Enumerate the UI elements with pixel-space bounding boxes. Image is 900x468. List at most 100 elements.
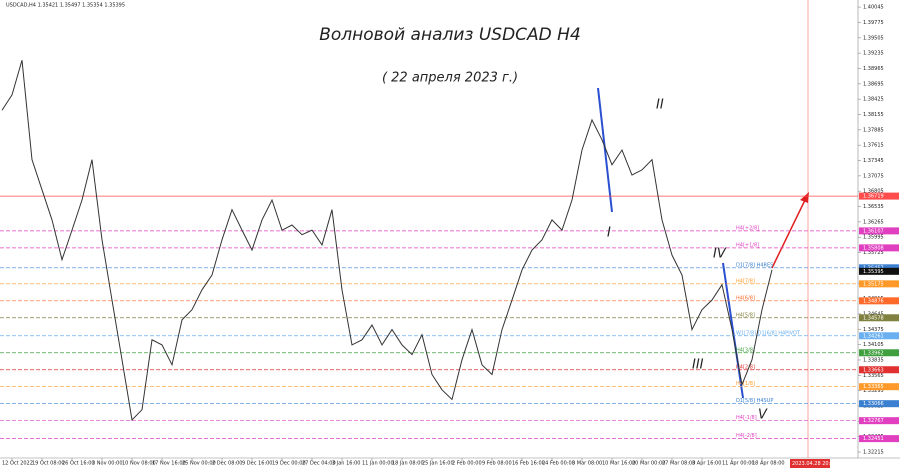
level-price: 1.32767 [863, 418, 884, 424]
level-name: H4[5/8] [736, 312, 755, 318]
chart-subtitle: ( 22 апреля 2023 г.) [382, 71, 518, 86]
future-time: 2023.04.28 20:00 [792, 461, 837, 467]
current-price: 1.35395 [863, 269, 884, 275]
symbol-info: USDCAD,H4 1.35421 1.35497 1.35354 1.3539… [6, 3, 125, 9]
level-price: 1.33663 [863, 367, 884, 373]
level-name: W1[7/8] D1[6/8] H4PIVOT [736, 330, 801, 336]
x-tick-label: 26 Oct 16:00 [62, 461, 95, 467]
x-tick-label: 18 Apr 08:00 [752, 461, 785, 467]
x-tick-label: 2 Feb 00:00 [452, 461, 482, 467]
y-tick-label: 1.38425 [863, 97, 884, 103]
wave-label: V [758, 408, 768, 423]
y-tick-label: 1.38965 [863, 66, 884, 72]
level-price-box [859, 366, 899, 374]
level-name: H4[1/8] [736, 381, 755, 387]
level-price: 1.33365 [863, 384, 884, 390]
x-tick-label: 17 Nov 16:00 [152, 461, 186, 467]
wave-label: I [607, 226, 611, 241]
level-price-box [859, 297, 899, 305]
arrow-head [800, 192, 809, 203]
wave-line [597, 87, 613, 213]
y-tick-label: 1.33295 [863, 388, 884, 394]
x-tick-label: 11 Jan 00:00 [362, 461, 394, 467]
wave-label: II [656, 98, 664, 113]
x-tick-label: 3 Apr 16:00 [692, 461, 721, 467]
level-price: 1.33066 [863, 401, 884, 407]
level-name: H4[2/8] [736, 364, 755, 370]
y-tick-label: 1.39235 [863, 51, 884, 57]
y-tick-label: 1.36535 [863, 204, 884, 210]
level-name: D1[5/8] H4SUP [736, 398, 773, 404]
level-price-box [859, 280, 899, 288]
level-price: 1.36719 [863, 194, 884, 200]
x-tick-label: 19 Oct 08:00 [32, 461, 65, 467]
x-tick-label: 19 Dec 00:00 [272, 461, 306, 467]
y-tick-label: 1.33835 [863, 357, 884, 363]
level-price: 1.34876 [863, 298, 884, 304]
x-tick-label: 24 Feb 00:00 [542, 461, 575, 467]
wave-label: IV [713, 247, 727, 262]
level-price: 1.34261 [863, 333, 884, 339]
level-price-box [859, 244, 899, 252]
y-tick-label: 1.38695 [863, 81, 884, 87]
y-tick-label: 1.35995 [863, 235, 884, 241]
y-tick-label: 1.37075 [863, 173, 884, 179]
x-tick-label: 27 Dec 04:00 [302, 461, 336, 467]
level-price: 1.33962 [863, 350, 884, 356]
x-tick-label: 3 Nov 00:00 [92, 461, 123, 467]
level-name: H4[+1/8] [736, 242, 759, 248]
y-tick-label: 1.36265 [863, 219, 884, 225]
x-tick-label: 2 Dec 08:00 [212, 461, 242, 467]
x-tick-label: 18 Jan 08:00 [392, 461, 424, 467]
price-line [1, 60, 773, 421]
x-tick-label: 10 Mar 16:00 [602, 461, 635, 467]
x-tick-label: 3 Mar 08:00 [572, 461, 602, 467]
level-price-box [859, 264, 899, 272]
level-price: 1.36107 [863, 228, 884, 234]
y-tick-label: 1.34375 [863, 327, 884, 333]
x-tick-label: 11 Apr 00:00 [722, 461, 755, 467]
y-tick-label: 1.39775 [863, 20, 884, 26]
level-price-box [859, 383, 899, 391]
y-tick-label: 1.33565 [863, 373, 884, 379]
future-time-box [790, 459, 830, 468]
wave-label: III [692, 358, 704, 373]
level-price: 1.32451 [863, 436, 884, 442]
y-tick-label: 1.37345 [863, 158, 884, 164]
level-price-box [859, 435, 899, 443]
level-price-box [859, 349, 899, 357]
level-name: H4[+2/8] [736, 225, 759, 231]
y-tick-label: 1.35725 [863, 250, 884, 256]
level-name: H4[-2/8] [736, 433, 757, 439]
level-name: H4[3/8] [736, 347, 755, 353]
y-tick-label: 1.38155 [863, 112, 884, 118]
level-price-box [859, 192, 899, 200]
y-tick-label: 1.37615 [863, 143, 884, 149]
level-price-box [859, 227, 899, 235]
chart-title: Волновой анализ USDCAD H4 [319, 25, 581, 45]
x-tick-label: 20 Mar 00:00 [632, 461, 665, 467]
x-tick-label: 12 Oct 2022 [2, 461, 33, 467]
y-tick-label: 1.39505 [863, 35, 884, 41]
y-tick-label: 1.32215 [863, 450, 884, 456]
forecast-arrow [771, 197, 807, 269]
level-name: H4[-1/8] [736, 415, 757, 421]
level-price: 1.35175 [863, 281, 884, 287]
x-tick-label: 10 Nov 08:00 [122, 461, 156, 467]
x-tick-label: 27 Mar 08:00 [662, 461, 695, 467]
wave-line [722, 262, 744, 399]
current-price-box [859, 267, 899, 275]
x-tick-label: 9 Feb 08:00 [482, 461, 512, 467]
y-tick-label: 1.36805 [863, 189, 884, 195]
y-tick-label: 1.34105 [863, 342, 884, 348]
level-price-box [859, 314, 899, 322]
level-price-box [859, 417, 899, 425]
level-price-box [859, 332, 899, 340]
level-name: D1[7/8] H4RES [736, 262, 773, 268]
level-price-box [859, 400, 899, 408]
level-price: 1.34578 [863, 315, 884, 321]
level-name: H4[6/8] [736, 295, 755, 301]
x-tick-label: 3 Jan 16:00 [332, 461, 360, 467]
